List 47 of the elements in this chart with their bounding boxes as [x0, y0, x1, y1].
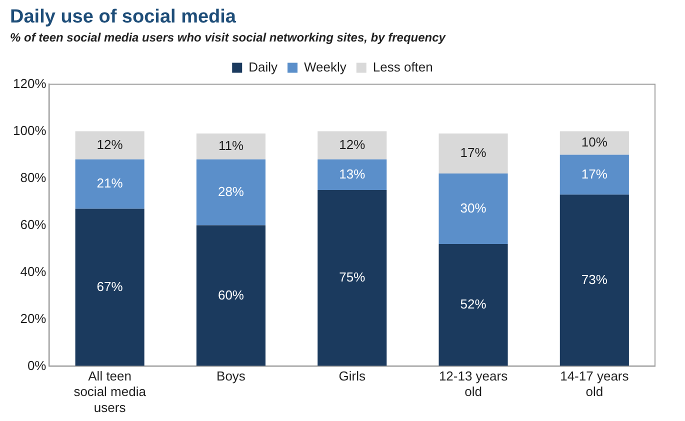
bar — [196, 159, 266, 226]
legend-label: Weekly — [304, 59, 347, 74]
data-label: 75% — [339, 270, 366, 285]
chart-subtitle: % of teen social media users who visit social networking sites, by frequency — [10, 30, 447, 44]
data-label: 17% — [460, 145, 487, 160]
chart-title: Daily use of social media — [10, 6, 236, 28]
bar — [438, 244, 508, 366]
y-tick-label: 80% — [20, 170, 47, 185]
data-label: 17% — [581, 166, 608, 182]
data-label: 13% — [339, 166, 366, 182]
bar — [560, 154, 629, 195]
x-tick-label: Girls — [338, 368, 366, 384]
bar — [318, 190, 387, 366]
bar — [318, 131, 387, 160]
y-tick-label: 60% — [20, 216, 47, 232]
bar — [318, 159, 387, 190]
y-tick-label: 0% — [27, 358, 47, 373]
data-label: 12% — [96, 136, 124, 152]
bar — [560, 131, 629, 155]
bar — [560, 194, 629, 366]
y-tick-label: 120% — [13, 76, 47, 91]
bar — [75, 159, 144, 209]
y-tick-label: 40% — [20, 264, 47, 279]
bar — [196, 225, 266, 366]
data-label: 12% — [339, 136, 366, 152]
x-tick-label: All teen social media users — [74, 368, 147, 415]
bar — [438, 134, 508, 174]
data-label: 21% — [96, 176, 124, 191]
data-label: 10% — [581, 134, 608, 150]
data-label: 30% — [460, 200, 487, 216]
legend-label: Daily — [248, 59, 278, 74]
bar — [75, 131, 144, 160]
y-tick-label: 20% — [20, 310, 47, 326]
x-tick-label: 14-17 years old — [560, 368, 630, 400]
data-label: 73% — [581, 272, 608, 288]
data-label: 67% — [96, 279, 124, 294]
bar — [438, 174, 508, 244]
y-tick-label: 100% — [13, 122, 47, 138]
data-label: 60% — [218, 287, 244, 302]
data-label: 28% — [218, 184, 244, 199]
data-label: 52% — [460, 296, 487, 312]
bar — [196, 134, 266, 160]
bar — [75, 208, 144, 366]
x-tick-label: Boys — [216, 368, 246, 384]
x-tick-label: 12-13 years old — [438, 368, 508, 400]
data-label: 11% — [218, 138, 244, 154]
legend-label: Less often — [372, 59, 433, 74]
